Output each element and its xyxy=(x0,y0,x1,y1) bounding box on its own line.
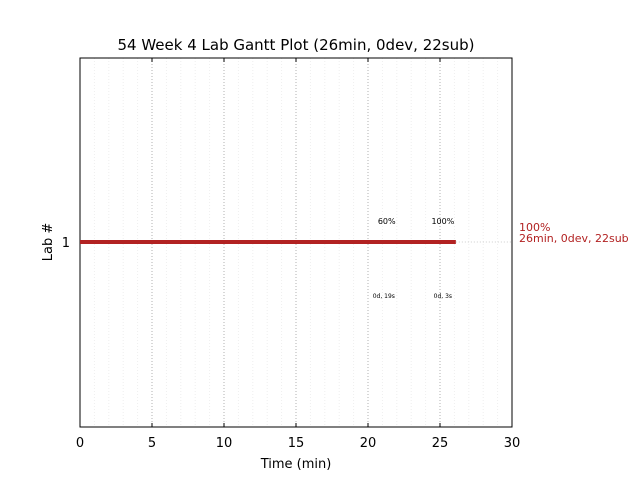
annotations: 60% 100% 0d, 19s 0d, 3s xyxy=(373,217,455,300)
x-tick-label: 15 xyxy=(288,436,305,451)
x-axis-ticks: 0 5 10 15 20 25 30 xyxy=(76,58,520,451)
bars xyxy=(80,240,512,244)
progress-annotation: 60% xyxy=(378,217,396,226)
gap-annotation: 0d, 3s xyxy=(434,293,452,300)
x-axis-label: Time (min) xyxy=(260,457,332,472)
y-axis-ticks: 1 xyxy=(62,236,70,251)
y-axis-label: Lab # xyxy=(41,223,56,262)
chart-title: 54 Week 4 Lab Gantt Plot (26min, 0dev, 2… xyxy=(117,36,474,54)
x-tick-label: 30 xyxy=(504,436,521,451)
gantt-bar xyxy=(80,240,456,244)
gap-annotation: 0d, 19s xyxy=(373,293,395,300)
x-tick-label: 0 xyxy=(76,436,84,451)
side-label-summary: 26min, 0dev, 22sub xyxy=(519,232,629,245)
progress-annotation: 100% xyxy=(431,217,454,226)
y-tick-label: 1 xyxy=(62,236,70,251)
x-tick-label: 20 xyxy=(360,436,377,451)
x-tick-label: 25 xyxy=(432,436,449,451)
x-tick-label: 10 xyxy=(216,436,233,451)
x-tick-label: 5 xyxy=(148,436,156,451)
side-label-percent: 100% xyxy=(519,221,550,234)
